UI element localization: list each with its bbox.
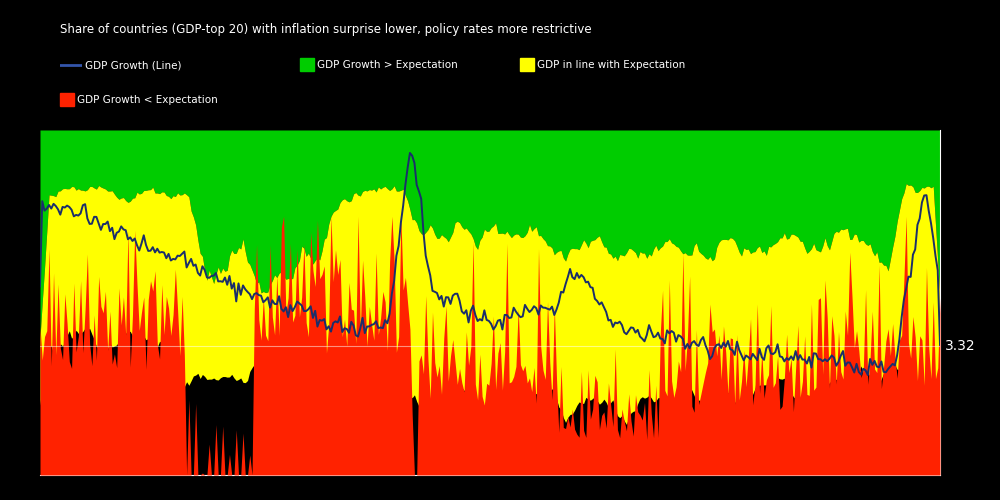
Text: Share of countries (GDP-top 20) with inflation surprise lower, policy rates more: Share of countries (GDP-top 20) with inf… (60, 22, 592, 36)
Text: GDP Growth > Expectation: GDP Growth > Expectation (317, 60, 458, 70)
Text: GDP Growth (Line): GDP Growth (Line) (85, 60, 182, 70)
Text: 3.32: 3.32 (944, 338, 975, 352)
Text: GDP in line with Expectation: GDP in line with Expectation (537, 60, 685, 70)
Text: GDP Growth < Expectation: GDP Growth < Expectation (77, 95, 218, 105)
